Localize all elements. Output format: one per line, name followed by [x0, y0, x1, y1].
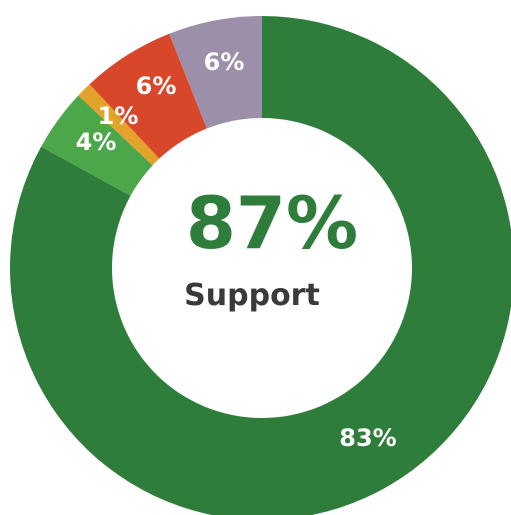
center-value: 87% [186, 181, 358, 265]
slice-label-3: 1% [98, 102, 139, 130]
center-caption: Support [184, 278, 320, 313]
donut-hole [112, 118, 412, 418]
donut-slice-1 [10, 16, 511, 515]
slice-label-4: 6% [136, 72, 177, 100]
slice-label-1: 83% [339, 424, 396, 452]
slice-labels: 83%4%1%6%6% [76, 48, 397, 452]
slice-label-2: 4% [76, 128, 117, 156]
slice-label-5: 6% [204, 48, 245, 76]
